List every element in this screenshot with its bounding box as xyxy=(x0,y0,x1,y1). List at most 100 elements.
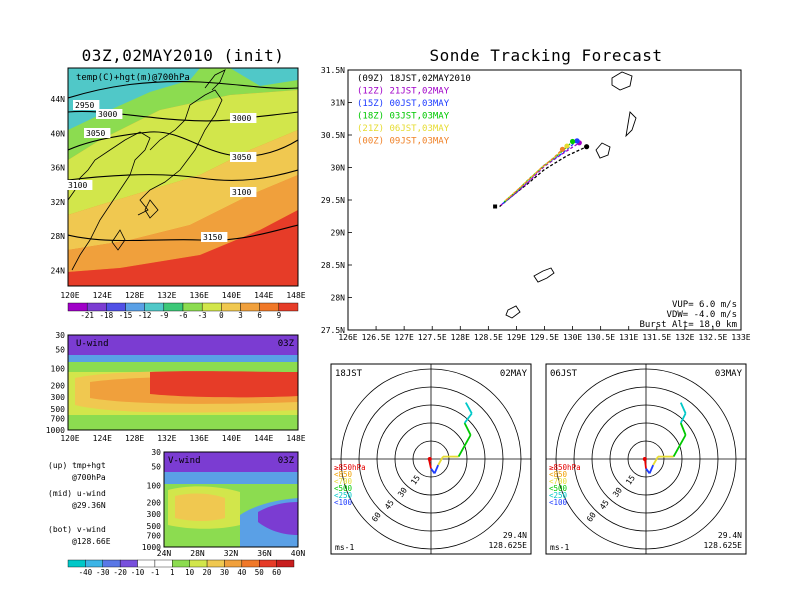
wind-colorbar-label: 20 xyxy=(203,568,213,577)
wind-colorbar-label: 50 xyxy=(255,568,265,577)
map-lon-tick: 128E xyxy=(125,291,144,300)
v-wind-p-tick: 50 xyxy=(151,462,161,471)
map-lat-tick: 44N xyxy=(51,95,66,104)
hodograph-start xyxy=(427,457,432,461)
map-lon-tick: 120E xyxy=(60,291,79,300)
map-lon-tick: 148E xyxy=(286,291,305,300)
track-legend-entry: (15Z) 00JST,03MAY xyxy=(357,99,450,109)
v-wind-frame xyxy=(163,451,299,548)
contour-label: 3000 xyxy=(232,114,251,123)
hodograph-legend-entry: ≥850hPa xyxy=(334,463,366,472)
u-wind-p-tick: 50 xyxy=(55,345,65,354)
colorbar-label: 9 xyxy=(277,311,282,320)
colorbar-label: -6 xyxy=(178,311,188,320)
panel-notes: (up) tmp+hgt @700hPa (mid) u-wind @29.36N (b… xyxy=(48,461,111,546)
hodograph-legend-entry: <700 xyxy=(334,477,353,486)
u-wind-time: 03Z xyxy=(278,339,295,349)
hodograph-lat: 29.4N xyxy=(718,531,742,540)
hodograph-segment xyxy=(437,456,444,466)
hodograph-legend-entry: <250 xyxy=(549,491,568,500)
hodograph-segment xyxy=(679,422,687,436)
track-line xyxy=(505,148,563,201)
map-lon-ticks: 120E 124E 128E 132E 136E 140E 144E 148E xyxy=(60,291,305,300)
track-lon-tick: 127.5E xyxy=(418,333,447,342)
map-lat-tick: 28N xyxy=(51,232,66,241)
track-lon-tick: 129.5E xyxy=(530,333,559,342)
u-wind-frame xyxy=(67,334,299,431)
colorbar-label: -15 xyxy=(119,311,133,320)
track-frame xyxy=(347,69,742,331)
hodograph-time: 18JST xyxy=(335,369,363,379)
contour-label: 3100 xyxy=(68,181,87,190)
track-lat-tick: 30N xyxy=(331,164,346,173)
wind-colorbar-label: -40 xyxy=(79,568,93,577)
track-line xyxy=(500,142,580,206)
u-wind-p-tick: 100 xyxy=(51,364,66,373)
wind-colorbar-swatch xyxy=(241,559,260,568)
colorbar-swatch xyxy=(259,302,280,312)
contour-label-bg xyxy=(201,232,228,242)
v-wind-p-tick: 1000 xyxy=(142,543,161,552)
track-param: Burst Alt= 18.0 km xyxy=(639,320,737,330)
hodograph-segment xyxy=(463,422,472,436)
contour-label: 3100 xyxy=(232,188,251,197)
track-lon-tick: 132E xyxy=(675,333,694,342)
map-lat-tick: 36N xyxy=(51,164,66,173)
wind-colorbar-swatch xyxy=(276,559,295,568)
wind-colorbar-swatch xyxy=(102,559,121,568)
colorbar-swatch xyxy=(240,302,260,312)
u-wind-field xyxy=(68,335,298,430)
u-wind-lon-tick: 132E xyxy=(157,434,176,443)
colorbar-label: 3 xyxy=(238,311,243,320)
track-legend-entry: (12Z) 21JST,02MAY xyxy=(357,87,450,97)
map-lon-tick: 124E xyxy=(93,291,112,300)
v-wind-lat-tick: 32N xyxy=(224,549,239,558)
track-endpoint xyxy=(559,146,566,152)
map-lat-tick: 32N xyxy=(51,198,66,207)
map-lon-tick: 144E xyxy=(254,291,273,300)
track-lat-tick: 29.5N xyxy=(321,196,345,205)
track-endpoint xyxy=(584,144,590,150)
colorbar-label: -9 xyxy=(159,311,168,320)
wind-colorbar-label: 1 xyxy=(170,568,175,577)
track-endpoint xyxy=(564,143,570,149)
wind-colorbar-label: -20 xyxy=(113,568,127,577)
v-wind-p-tick: 100 xyxy=(147,481,162,490)
u-wind-p-tick: 1000 xyxy=(46,426,65,435)
v-wind-p-tick: 200 xyxy=(147,498,162,507)
note-line: @700hPa xyxy=(72,473,106,482)
map-lon-tick: 140E xyxy=(222,291,241,300)
track-lon-tick: 133E xyxy=(731,333,750,342)
contour-label: 3050 xyxy=(86,129,105,138)
contour-label: 3150 xyxy=(203,233,222,242)
wind-colorbar-swatch xyxy=(259,559,277,568)
track-coastlines xyxy=(505,71,637,319)
hodograph-segment xyxy=(463,412,473,424)
track-lat-tick: 28.5N xyxy=(321,261,345,270)
contour-label-bg xyxy=(66,180,93,190)
track-lon-tick: 131E xyxy=(619,333,638,342)
wind-colorbar-swatch xyxy=(154,559,173,568)
u-wind-p-tick: 700 xyxy=(51,415,66,424)
wind-colorbar-label: -10 xyxy=(131,568,145,577)
v-wind-lat-tick: 40N xyxy=(291,549,306,558)
u-wind-p-tick: 30 xyxy=(55,331,65,340)
contour-label: 2950 xyxy=(75,101,94,110)
contour-label-bg xyxy=(230,113,257,123)
map-frame xyxy=(67,67,299,287)
hodograph-segment xyxy=(652,456,659,466)
colorbar-swatch xyxy=(144,302,165,312)
note-line: @128.66E xyxy=(72,537,111,546)
hodograph-lon: 128.625E xyxy=(488,541,527,550)
hodograph-legend-entry: <100 xyxy=(334,498,353,507)
v-wind-p-tick: 700 xyxy=(147,532,162,541)
track-legend: (09Z) 18JST,02MAY2010 (12Z) 21JST,02MAY (1… xyxy=(357,74,471,147)
v-wind-lat-tick: 24N xyxy=(157,549,172,558)
colorbar-label: 6 xyxy=(257,311,262,320)
map-lat-tick: 24N xyxy=(51,267,66,276)
hodograph-time: 06JST xyxy=(550,369,578,379)
track-lon-tick: 126E xyxy=(338,333,357,342)
wind-colorbar-swatch xyxy=(119,559,138,568)
u-wind-lon-tick: 144E xyxy=(254,434,273,443)
